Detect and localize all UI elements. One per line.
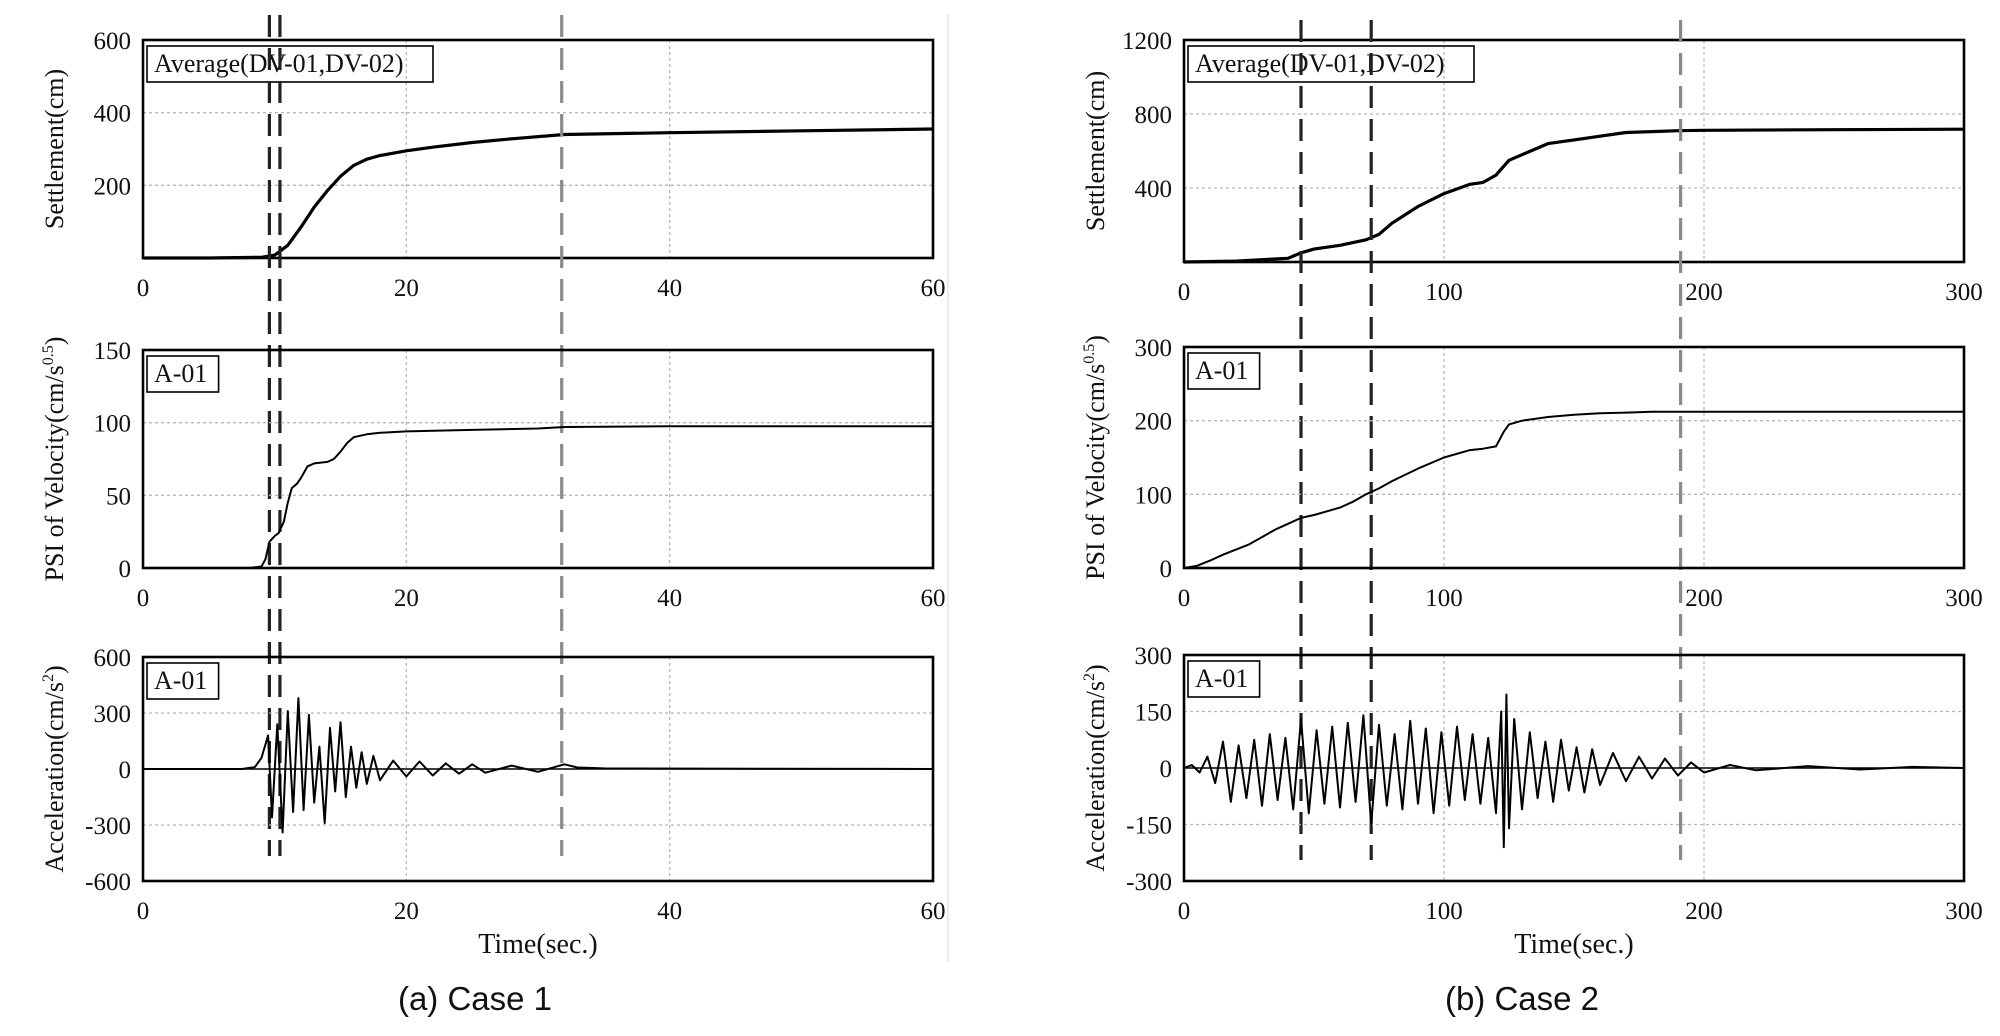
- x-tick-label: 20: [394, 275, 419, 302]
- series-line-c1-settle: [143, 127, 934, 260]
- x-tick-label: 0: [137, 275, 150, 302]
- x-tick-label: 0: [1178, 585, 1191, 612]
- x-tick-label: 60: [921, 585, 946, 612]
- plot-frame: [141, 348, 935, 570]
- x-tick-label: 0: [1178, 898, 1191, 925]
- x-tick-label: 300: [1945, 279, 1983, 306]
- annotation-box: [146, 662, 220, 700]
- series-line-c2-settle: [1183, 127, 1965, 264]
- x-tick-label: 40: [657, 585, 682, 612]
- series-line-c2-psi: [1183, 410, 1964, 569]
- y-tick-label: 0: [119, 757, 132, 784]
- y-tick-label: 800: [1135, 102, 1173, 129]
- y-tick-label: 0: [1160, 756, 1173, 783]
- chart-c2-settle: Average(DV-01,DV-02) 400 800 1200 0 100 200 300…: [1081, 28, 1983, 306]
- y-tick-label: 400: [1135, 176, 1173, 203]
- x-tick-label: 200: [1685, 279, 1723, 306]
- x-tick-label: 20: [394, 898, 419, 925]
- y-axis-label: Settlement(cm): [40, 69, 69, 229]
- x-tick-label: 300: [1945, 898, 1983, 925]
- chart-c2-acc: A-01 -300 -150 0 150 300 0 100 200 300 Acceleratio…: [1081, 643, 1983, 960]
- x-tick-label: 0: [1178, 279, 1191, 306]
- y-tick-label: 600: [94, 28, 132, 55]
- x-tick-label: 40: [657, 275, 682, 302]
- y-tick-label: 0: [1160, 556, 1173, 583]
- y-axis-label: Acceleration(cm/s2): [1081, 664, 1110, 871]
- y-tick-label: 50: [106, 483, 131, 510]
- series-line-c2-acc: [1183, 693, 1965, 849]
- x-tick-label: 300: [1945, 585, 1983, 612]
- x-tick-label: 60: [921, 275, 946, 302]
- x-tick-label: 20: [394, 585, 419, 612]
- chart-c1-settle: Average(DV-01,DV-02)2004006000204060Sett…: [40, 28, 946, 302]
- y-axis-label: PSI of Velocity(cm/s0.5): [1081, 335, 1110, 580]
- annotation-box: [1187, 352, 1261, 390]
- x-tick-label: 100: [1425, 279, 1463, 306]
- y-axis-label: Settlement(cm): [1081, 71, 1110, 231]
- x-tick-label: 0: [137, 585, 150, 612]
- y-tick-label: 200: [1135, 409, 1173, 436]
- x-tick-label: 40: [657, 898, 682, 925]
- y-axis-label: PSI of Velocity(cm/s0.5): [40, 337, 69, 582]
- x-tick-label: 200: [1685, 898, 1723, 925]
- plot-frame: [1182, 653, 1966, 883]
- y-tick-label: 300: [1135, 335, 1173, 362]
- x-tick-label: 0: [137, 898, 150, 925]
- x-tick-label: 200: [1685, 585, 1723, 612]
- y-tick-label: -300: [85, 813, 131, 840]
- y-tick-label: 600: [94, 645, 132, 672]
- x-tick-label: 100: [1425, 585, 1463, 612]
- y-tick-label: -300: [1126, 869, 1172, 896]
- annotation-label: A-01: [154, 666, 207, 695]
- y-tick-label: 0: [119, 556, 132, 583]
- y-tick-label: 150: [1135, 700, 1173, 727]
- plot-frame: [141, 655, 935, 883]
- y-tick-label: -150: [1126, 813, 1172, 840]
- x-axis-label: Time(sec.): [478, 929, 598, 960]
- x-tick-label: 100: [1425, 898, 1463, 925]
- y-axis-label: Acceleration(cm/s2): [40, 665, 69, 872]
- annotation-box: [146, 355, 220, 393]
- annotation-label: A-01: [1195, 664, 1248, 693]
- x-axis-label: Time(sec.): [1514, 929, 1634, 960]
- annotation-label: Average(DV-01,DV-02): [1195, 49, 1445, 78]
- y-tick-label: 200: [94, 173, 132, 200]
- y-tick-label: -600: [85, 869, 131, 896]
- y-tick-label: 150: [94, 338, 132, 365]
- plot-frame: [1182, 38, 1966, 264]
- y-tick-label: 100: [94, 411, 132, 438]
- annotation-box: [1187, 660, 1261, 698]
- y-tick-label: 1200: [1122, 28, 1172, 55]
- right-caption: (b) Case 2: [1445, 980, 1599, 1017]
- annotation-box: [1187, 45, 1475, 83]
- y-tick-label: 400: [94, 101, 132, 128]
- y-tick-label: 300: [94, 701, 132, 728]
- y-tick-label: 300: [1135, 643, 1173, 670]
- x-tick-label: 60: [921, 898, 946, 925]
- series-line-c1-psi: [143, 425, 933, 569]
- plot-frame: [141, 38, 935, 260]
- chart-c1-psi: A-01 0 50 100 150 0 20 40 60 PSI of Velocity(cm/s…: [40, 337, 946, 612]
- annotation-label: A-01: [1195, 356, 1248, 385]
- series-line-c1-acc: [143, 697, 934, 834]
- chart-c2-psi: A-01 0 100 200 300 0 100 200 300 PSI of Velocity(…: [1081, 335, 1983, 612]
- chart-c1-acc: A-01 -600 -300 0 300 600 0 20 40 60 Acceleration(c…: [40, 645, 946, 960]
- y-tick-label: 100: [1135, 482, 1173, 509]
- left-caption: (a) Case 1: [398, 980, 552, 1017]
- annotation-box: [146, 45, 434, 83]
- annotation-label: A-01: [154, 359, 207, 388]
- plot-frame: [1182, 345, 1966, 570]
